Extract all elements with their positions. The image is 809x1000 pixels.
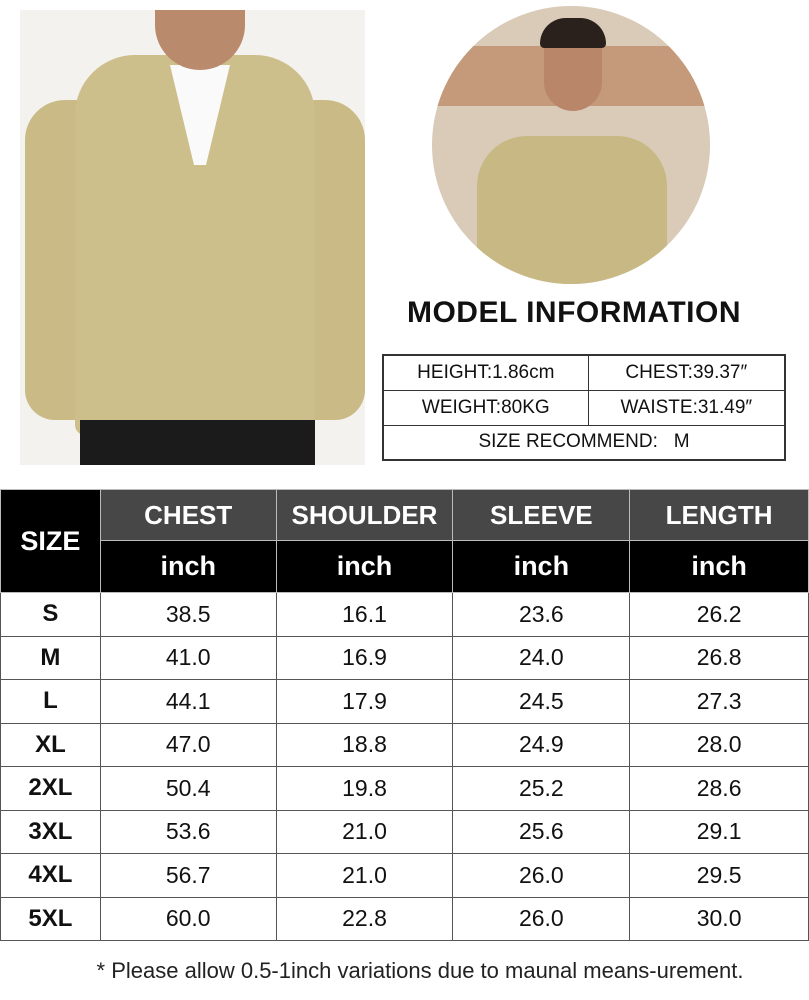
model-waist: WAISTE:31.49″ (587, 389, 786, 426)
size-cell: M (0, 635, 101, 680)
model-photo (432, 6, 710, 284)
measurement-cell: 24.9 (452, 722, 631, 767)
measurement-cell: 29.5 (629, 853, 809, 898)
measurement-cell: 26.8 (629, 635, 809, 680)
measurement-cell: 21.0 (275, 853, 454, 898)
measurement-cell: 44.1 (99, 679, 277, 724)
column-header: SLEEVE (452, 489, 631, 541)
table-row: 2XL 50.4 19.8 25.2 28.6 (0, 766, 809, 811)
size-cell: 4XL (0, 853, 101, 898)
size-cell: XL (0, 722, 101, 767)
measurement-cell: 24.5 (452, 679, 631, 724)
measurement-cell: 25.6 (452, 809, 631, 854)
unit-label: inch (275, 540, 454, 593)
size-cell: 2XL (0, 766, 101, 811)
measurement-cell: 22.8 (275, 896, 454, 941)
table-row: M 41.0 16.9 24.0 26.8 (0, 635, 809, 680)
model-height: HEIGHT:1.86cm (382, 354, 589, 391)
size-cell: 5XL (0, 896, 101, 941)
unit-label: inch (629, 540, 809, 593)
size-cell: S (0, 592, 101, 637)
measurement-note: * Please allow 0.5-1inch variations due … (96, 958, 744, 983)
unit-label: inch (99, 540, 277, 593)
column-header: SHOULDER (275, 489, 454, 541)
measurement-cell: 29.1 (629, 809, 809, 854)
measurement-cell: 28.6 (629, 766, 809, 811)
measurement-cell: 50.4 (99, 766, 277, 811)
size-cell: 3XL (0, 809, 101, 854)
model-information-title: MODEL INFORMATION (406, 296, 742, 329)
measurement-cell: 24.0 (452, 635, 631, 680)
measurement-cell: 47.0 (99, 722, 277, 767)
measurement-cell: 26.0 (452, 896, 631, 941)
product-photo-front (20, 10, 365, 465)
measurement-cell: 60.0 (99, 896, 277, 941)
measurement-cell: 41.0 (99, 635, 277, 680)
table-row: XL 47.0 18.8 24.9 28.0 (0, 722, 809, 767)
measurement-cell: 19.8 (275, 766, 454, 811)
measurement-cell: 27.3 (629, 679, 809, 724)
measurement-cell: 25.2 (452, 766, 631, 811)
measurement-cell: 26.0 (452, 853, 631, 898)
measurement-cell: 16.1 (275, 592, 454, 637)
column-header: CHEST (99, 489, 277, 541)
measurement-cell: 28.0 (629, 722, 809, 767)
measurement-cell: 30.0 (629, 896, 809, 941)
measurement-cell: 18.8 (275, 722, 454, 767)
measurement-cell: 56.7 (99, 853, 277, 898)
size-recommend: SIZE RECOMMEND: M (382, 424, 786, 461)
model-information-table: HEIGHT:1.86cm CHEST:39.37″ WEIGHT:80KG W… (382, 354, 786, 461)
measurement-cell: 16.9 (275, 635, 454, 680)
size-chart-table: SIZE CHEST SHOULDER SLEEVE LENGTH inch i… (0, 489, 809, 941)
measurement-cell: 53.6 (99, 809, 277, 854)
size-header: SIZE (0, 489, 101, 593)
table-row: 3XL 53.6 21.0 25.6 29.1 (0, 809, 809, 854)
measurement-cell: 17.9 (275, 679, 454, 724)
model-weight: WEIGHT:80KG (382, 389, 589, 426)
table-row: S 38.5 16.1 23.6 26.2 (0, 592, 809, 637)
model-chest: CHEST:39.37″ (587, 354, 786, 391)
unit-label: inch (452, 540, 631, 593)
measurement-cell: 21.0 (275, 809, 454, 854)
measurement-cell: 26.2 (629, 592, 809, 637)
table-row: 4XL 56.7 21.0 26.0 29.5 (0, 853, 809, 898)
measurement-cell: 23.6 (452, 592, 631, 637)
size-cell: L (0, 679, 101, 724)
measurement-cell: 38.5 (99, 592, 277, 637)
table-row: 5XL 60.0 22.8 26.0 30.0 (0, 896, 809, 941)
table-row: L 44.1 17.9 24.5 27.3 (0, 679, 809, 724)
column-header: LENGTH (629, 489, 809, 541)
